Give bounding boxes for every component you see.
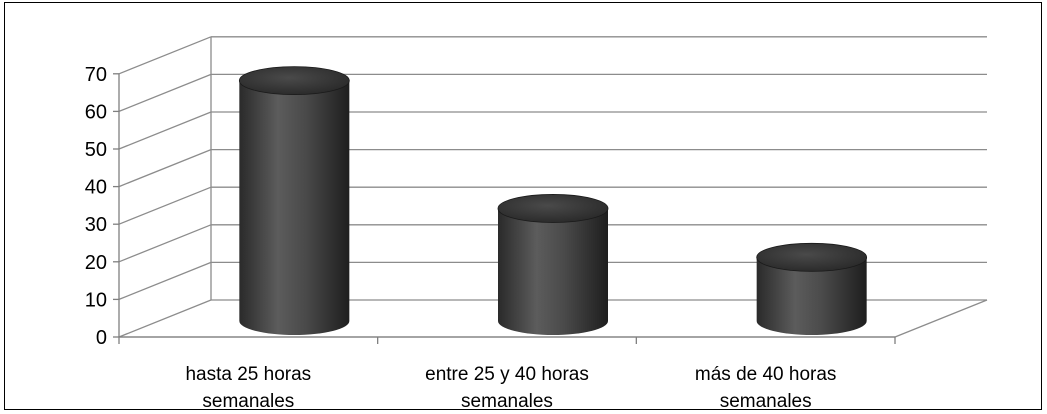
- bar-chart-3d: 0 10 20 30 40 50 60 70 hasta 25 horas semanales en…: [85, 36, 988, 409]
- bar-cylinder: [497, 194, 609, 335]
- axes: [113, 73, 896, 344]
- bars: [238, 66, 868, 335]
- bar-top: [756, 242, 868, 272]
- y-tick-label: 0: [96, 327, 107, 349]
- y-tick-label: 20: [85, 252, 107, 274]
- bar-cylinder: [238, 66, 350, 335]
- y-tick-label: 60: [85, 101, 107, 123]
- x-category-label: más de 40 horas semanales: [695, 364, 837, 409]
- side-gridline: [118, 111, 212, 150]
- bar-body: [756, 257, 867, 335]
- y-tick-label: 40: [85, 177, 107, 199]
- side-gridline: [118, 186, 212, 225]
- bar-cylinder: [756, 242, 868, 335]
- side-gridline: [118, 148, 212, 188]
- x-category-label: hasta 25 horas semanales: [185, 364, 311, 409]
- side-gridline: [118, 261, 212, 301]
- bar-top: [238, 66, 350, 95]
- bar-body: [239, 80, 350, 335]
- floor-right-edge: [894, 299, 988, 338]
- side-gridline: [118, 299, 212, 338]
- bar-body: [498, 208, 608, 335]
- labels: 0 10 20 30 40 50 60 70 hasta 25 horas semanales en…: [85, 64, 837, 409]
- y-tick-label: 50: [85, 139, 107, 161]
- chart-frame: 0 10 20 30 40 50 60 70 hasta 25 horas semanales en…: [4, 2, 1042, 410]
- bar-top: [497, 194, 609, 223]
- x-category-label: entre 25 y 40 horas semanales: [425, 364, 589, 409]
- y-tick-label: 30: [85, 214, 107, 236]
- y-tick-label: 70: [85, 64, 107, 86]
- y-tick-label: 10: [85, 289, 107, 311]
- side-gridline: [118, 36, 212, 75]
- side-gridline: [118, 73, 212, 113]
- side-gridline: [118, 224, 212, 263]
